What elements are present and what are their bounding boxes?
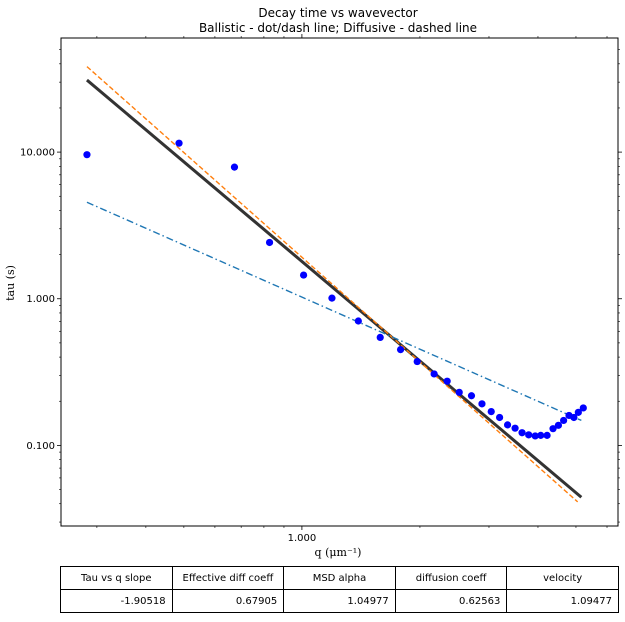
data-point	[299, 271, 308, 279]
header-velocity: velocity	[506, 566, 619, 590]
x-axis-label: q (μm⁻¹)	[315, 546, 362, 559]
data-points	[83, 139, 587, 440]
value-diffusion-coeff: 0.62563	[394, 589, 508, 613]
data-point	[83, 151, 91, 159]
data-point	[537, 431, 545, 439]
y-tick-label: 1.000	[26, 294, 55, 305]
data-point	[376, 333, 384, 342]
y-axis-label: tau (s)	[4, 265, 17, 301]
data-point	[354, 317, 362, 325]
header-diffusion-coeff: diffusion coeff	[394, 566, 508, 590]
power-law-fit-line	[85, 78, 583, 499]
data-point	[467, 392, 476, 400]
data-point	[525, 431, 533, 439]
data-point	[518, 429, 526, 437]
value-effective-diff-coeff: 0.67905	[171, 589, 285, 613]
data-point	[495, 413, 504, 422]
chart-title: Decay time vs wavevector	[258, 6, 417, 20]
data-point	[328, 294, 336, 302]
y-tick-label: 0.100	[26, 441, 55, 452]
axis-ticks: 1.000 10.000 1.000 0.100	[20, 34, 622, 544]
value-tau-vs-q-slope: -1.90518	[60, 589, 173, 613]
chart: Decay time vs wavevector Ballistic - dot…	[4, 6, 622, 559]
data-point	[443, 377, 451, 385]
data-point	[455, 388, 463, 396]
data-point	[230, 163, 239, 171]
data-point	[531, 432, 539, 440]
data-point	[503, 421, 512, 429]
y-tick-label: 10.000	[20, 148, 55, 159]
data-point	[265, 238, 274, 247]
results-value-row: -1.90518 0.67905 1.04977 0.62563 1.09477	[60, 589, 619, 613]
plot-frame	[60, 37, 619, 527]
data-point	[574, 408, 582, 416]
value-velocity: 1.09477	[506, 589, 619, 613]
data-point	[554, 421, 563, 429]
data-point	[487, 407, 495, 416]
data-point	[396, 345, 405, 354]
data-point	[570, 413, 578, 422]
data-point	[511, 424, 519, 432]
fit-lines	[85, 66, 583, 503]
data-point	[549, 425, 557, 433]
results-header-row: Tau vs q slope Effective diff coeff MSD …	[60, 566, 619, 590]
data-point	[175, 139, 183, 147]
data-point	[579, 404, 587, 412]
diffusive-fit-line	[86, 66, 579, 503]
value-msd-alpha: 1.04977	[283, 589, 396, 613]
data-point	[430, 370, 438, 378]
data-point	[560, 416, 568, 425]
ballistic-fit-line	[86, 201, 582, 422]
header-effective-diff-coeff: Effective diff coeff	[171, 566, 285, 590]
header-msd-alpha: MSD alpha	[283, 566, 396, 590]
x-tick-label: 1.000	[288, 533, 317, 544]
data-point	[413, 357, 421, 366]
chart-subtitle: Ballistic - dot/dash line; Diffusive - d…	[199, 21, 477, 35]
data-point	[478, 400, 486, 408]
data-point	[543, 431, 551, 439]
results-table: Tau vs q slope Effective diff coeff MSD …	[60, 566, 619, 613]
header-tau-vs-q-slope: Tau vs q slope	[60, 566, 173, 590]
